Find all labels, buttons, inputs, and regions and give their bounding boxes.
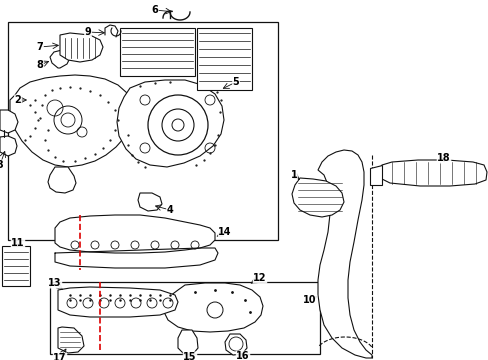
Polygon shape <box>379 160 486 186</box>
Polygon shape <box>291 178 343 217</box>
Polygon shape <box>138 193 162 211</box>
Polygon shape <box>58 327 84 353</box>
Bar <box>197 28 251 90</box>
Bar <box>50 282 319 354</box>
Text: 1: 1 <box>290 170 297 180</box>
Text: 11: 11 <box>11 238 25 248</box>
Polygon shape <box>224 334 246 355</box>
Text: 7: 7 <box>37 42 43 52</box>
Text: 13: 13 <box>48 278 61 288</box>
Text: 9: 9 <box>84 27 91 37</box>
Text: 3: 3 <box>0 160 3 170</box>
Text: 6: 6 <box>151 5 158 15</box>
Polygon shape <box>317 150 371 358</box>
Text: 2: 2 <box>15 95 21 105</box>
Polygon shape <box>178 330 198 354</box>
Polygon shape <box>0 136 17 156</box>
Polygon shape <box>55 215 215 253</box>
Text: 17: 17 <box>53 353 67 360</box>
Text: 4: 4 <box>166 205 173 215</box>
Text: 12: 12 <box>253 273 266 283</box>
Polygon shape <box>369 165 381 185</box>
Bar <box>8 22 278 240</box>
Text: 8: 8 <box>37 60 43 70</box>
Polygon shape <box>50 50 70 68</box>
Text: 5: 5 <box>232 77 239 87</box>
Text: 10: 10 <box>303 295 316 305</box>
Text: 15: 15 <box>183 352 196 360</box>
Polygon shape <box>163 283 263 332</box>
Polygon shape <box>48 167 76 193</box>
Bar <box>120 28 195 76</box>
Bar <box>2 246 30 286</box>
Polygon shape <box>117 80 224 167</box>
Polygon shape <box>10 75 133 167</box>
Text: 18: 18 <box>436 153 450 163</box>
Polygon shape <box>60 33 103 62</box>
Polygon shape <box>58 287 178 317</box>
Text: 16: 16 <box>236 351 249 360</box>
Text: 14: 14 <box>218 227 231 237</box>
Polygon shape <box>0 110 18 133</box>
